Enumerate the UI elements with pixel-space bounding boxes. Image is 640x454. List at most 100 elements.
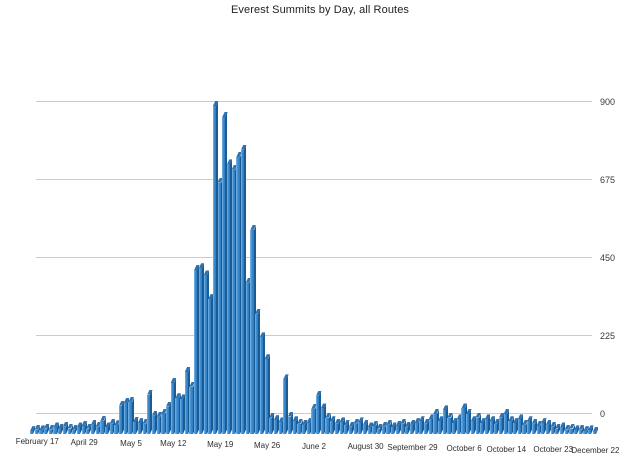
bar[interactable] bbox=[100, 415, 106, 434]
bar[interactable] bbox=[400, 418, 406, 434]
bar[interactable] bbox=[330, 416, 336, 434]
bar[interactable] bbox=[184, 367, 191, 434]
bar[interactable] bbox=[67, 423, 74, 434]
bar[interactable] bbox=[123, 398, 130, 434]
bar[interactable] bbox=[109, 418, 116, 434]
bar[interactable] bbox=[175, 393, 181, 434]
bar[interactable] bbox=[292, 416, 299, 434]
bar[interactable] bbox=[423, 418, 430, 434]
bar[interactable] bbox=[480, 418, 486, 434]
bar[interactable] bbox=[166, 401, 172, 434]
bar[interactable] bbox=[484, 414, 491, 434]
bar[interactable] bbox=[302, 419, 308, 434]
bar[interactable] bbox=[156, 411, 163, 434]
bar[interactable] bbox=[48, 424, 55, 434]
bar[interactable] bbox=[217, 177, 224, 434]
bar[interactable] bbox=[269, 412, 275, 434]
bar[interactable] bbox=[419, 416, 425, 434]
bar[interactable] bbox=[391, 422, 397, 434]
bar[interactable] bbox=[142, 418, 149, 434]
bar[interactable] bbox=[555, 423, 561, 434]
bar[interactable] bbox=[44, 423, 50, 434]
bar[interactable] bbox=[522, 419, 528, 434]
bar[interactable] bbox=[395, 420, 402, 434]
bar[interactable] bbox=[358, 417, 364, 434]
bar[interactable] bbox=[353, 418, 360, 434]
bar[interactable] bbox=[503, 408, 510, 434]
bar[interactable] bbox=[348, 421, 355, 434]
bar[interactable] bbox=[461, 403, 467, 434]
bar[interactable] bbox=[95, 421, 102, 434]
bar[interactable] bbox=[569, 423, 575, 434]
bar[interactable] bbox=[386, 419, 392, 434]
bar[interactable] bbox=[133, 416, 139, 434]
bar[interactable] bbox=[250, 224, 256, 434]
bar[interactable] bbox=[339, 417, 346, 434]
bar[interactable] bbox=[81, 420, 88, 434]
bar[interactable] bbox=[513, 418, 519, 434]
bar[interactable] bbox=[208, 294, 214, 434]
bar[interactable] bbox=[137, 418, 144, 434]
bar[interactable] bbox=[550, 421, 557, 434]
bar[interactable] bbox=[170, 377, 177, 434]
bar[interactable] bbox=[475, 412, 482, 434]
bar[interactable] bbox=[62, 421, 69, 434]
bar[interactable] bbox=[536, 420, 543, 434]
bar[interactable] bbox=[320, 403, 327, 434]
bar[interactable] bbox=[466, 408, 472, 434]
bar[interactable] bbox=[405, 421, 411, 434]
bar[interactable] bbox=[226, 159, 233, 434]
bar[interactable] bbox=[531, 418, 538, 434]
bar[interactable] bbox=[541, 418, 547, 434]
bar[interactable] bbox=[236, 152, 242, 434]
bar[interactable] bbox=[287, 411, 294, 434]
bar[interactable] bbox=[278, 417, 285, 434]
bar[interactable] bbox=[433, 408, 439, 434]
bar[interactable] bbox=[161, 408, 167, 434]
bar[interactable] bbox=[377, 423, 383, 434]
bar[interactable] bbox=[344, 419, 350, 434]
bar[interactable] bbox=[194, 265, 200, 434]
bar[interactable] bbox=[212, 101, 219, 434]
bar[interactable] bbox=[189, 381, 195, 434]
bar[interactable] bbox=[231, 164, 238, 434]
bar[interactable] bbox=[30, 426, 36, 434]
bar[interactable] bbox=[381, 421, 388, 434]
bar[interactable] bbox=[241, 144, 247, 434]
bar[interactable] bbox=[245, 277, 252, 434]
bar[interactable] bbox=[273, 415, 280, 434]
bar[interactable] bbox=[583, 426, 589, 434]
bar[interactable] bbox=[119, 400, 125, 434]
bar[interactable] bbox=[316, 390, 322, 434]
bar[interactable] bbox=[255, 308, 261, 434]
bar[interactable] bbox=[58, 423, 64, 434]
bar[interactable] bbox=[489, 416, 496, 434]
bar[interactable] bbox=[76, 422, 83, 434]
bar[interactable] bbox=[203, 270, 210, 434]
bar[interactable] bbox=[86, 423, 92, 434]
bar[interactable] bbox=[414, 418, 421, 434]
bar[interactable] bbox=[499, 412, 505, 434]
bar[interactable] bbox=[114, 420, 120, 434]
bar[interactable] bbox=[311, 403, 317, 434]
bar[interactable] bbox=[151, 410, 158, 434]
bar[interactable] bbox=[470, 416, 477, 434]
bar[interactable] bbox=[545, 419, 552, 434]
bar[interactable] bbox=[592, 426, 599, 434]
bar[interactable] bbox=[128, 396, 134, 434]
bar[interactable] bbox=[90, 419, 97, 434]
bar[interactable] bbox=[442, 405, 449, 434]
bar[interactable] bbox=[362, 419, 369, 434]
bar[interactable] bbox=[180, 394, 186, 434]
bar[interactable] bbox=[39, 425, 45, 434]
bar[interactable] bbox=[517, 414, 524, 434]
bar[interactable] bbox=[559, 422, 566, 434]
bar[interactable] bbox=[72, 424, 78, 434]
bar[interactable] bbox=[409, 419, 416, 434]
bar[interactable] bbox=[325, 412, 331, 434]
bar[interactable] bbox=[564, 424, 571, 434]
bar[interactable] bbox=[53, 422, 59, 434]
bar[interactable] bbox=[297, 418, 303, 434]
bar[interactable] bbox=[264, 354, 270, 434]
bar[interactable] bbox=[494, 418, 500, 434]
